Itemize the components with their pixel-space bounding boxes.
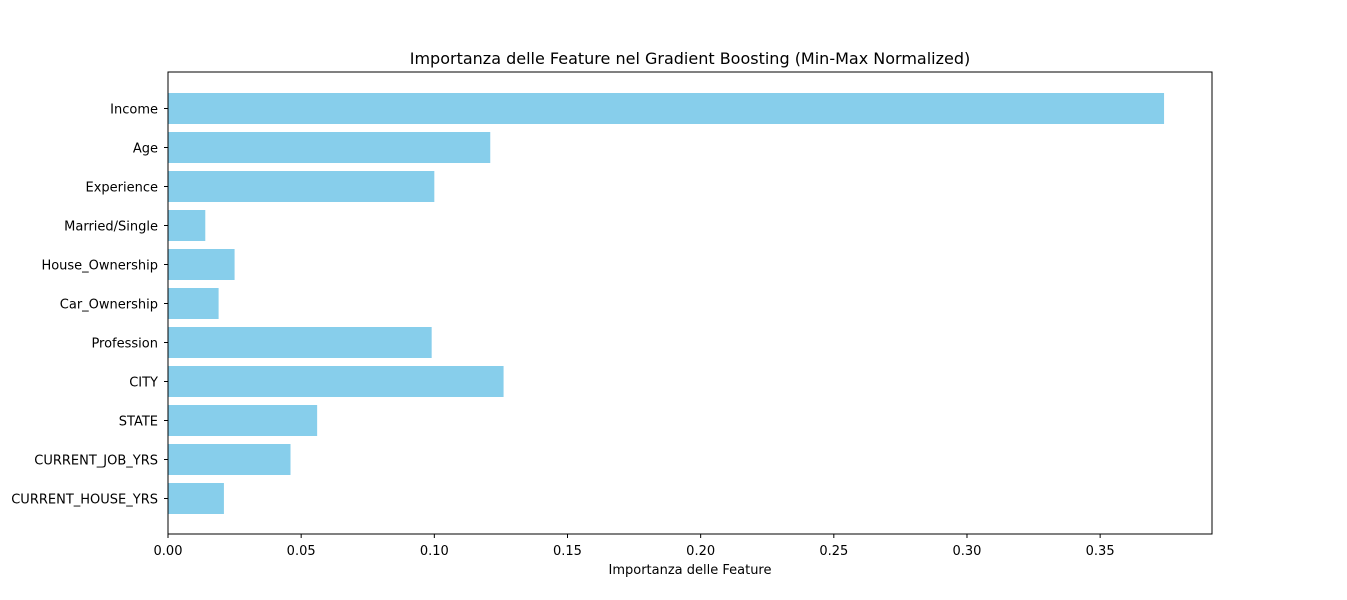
x-axis-ticks: 0.00 0.05 0.10 0.15 0.20 0.25 0.30 0.35 [154, 534, 1115, 559]
bar-profession [168, 327, 432, 358]
x-tick-label: 0.20 [686, 544, 715, 559]
y-tick-label: Car_Ownership [60, 298, 158, 313]
bar-car-ownership [168, 288, 219, 319]
y-tick-label: CURRENT_HOUSE_YRS [11, 493, 158, 508]
bar-current-job-yrs [168, 444, 291, 475]
x-axis-label: Importanza delle Feature [608, 563, 771, 578]
y-tick-label: Married/Single [64, 220, 158, 235]
x-tick-label: 0.30 [953, 544, 982, 559]
bar-experience [168, 171, 435, 202]
y-tick-label: Experience [86, 181, 159, 196]
x-tick-label: 0.35 [1086, 544, 1115, 559]
x-tick-label: 0.00 [154, 544, 183, 559]
y-tick-label: Profession [91, 337, 158, 352]
x-tick-label: 0.05 [287, 544, 316, 559]
bar-current-house-yrs [168, 483, 224, 514]
bar-city [168, 366, 504, 397]
x-tick-label: 0.10 [420, 544, 449, 559]
y-tick-label: CITY [129, 376, 158, 391]
x-tick-label: 0.25 [819, 544, 848, 559]
bar-age [168, 132, 491, 163]
y-tick-label: Income [110, 103, 158, 118]
y-tick-label: House_Ownership [41, 259, 158, 274]
y-axis-ticks: Income Age Experience Married/Single House_O… [11, 103, 168, 508]
x-tick-label: 0.15 [553, 544, 582, 559]
bars-group [168, 93, 1165, 514]
bar-income [168, 93, 1165, 124]
y-tick-label: CURRENT_JOB_YRS [34, 454, 158, 469]
bar-house-ownership [168, 249, 235, 280]
y-tick-label: Age [133, 142, 158, 157]
bar-state [168, 405, 318, 436]
y-tick-label: STATE [119, 415, 158, 430]
chart-title: Importanza delle Feature nel Gradient Bo… [410, 49, 970, 68]
plot-frame [167, 71, 1213, 535]
bar-married-single [168, 210, 206, 241]
